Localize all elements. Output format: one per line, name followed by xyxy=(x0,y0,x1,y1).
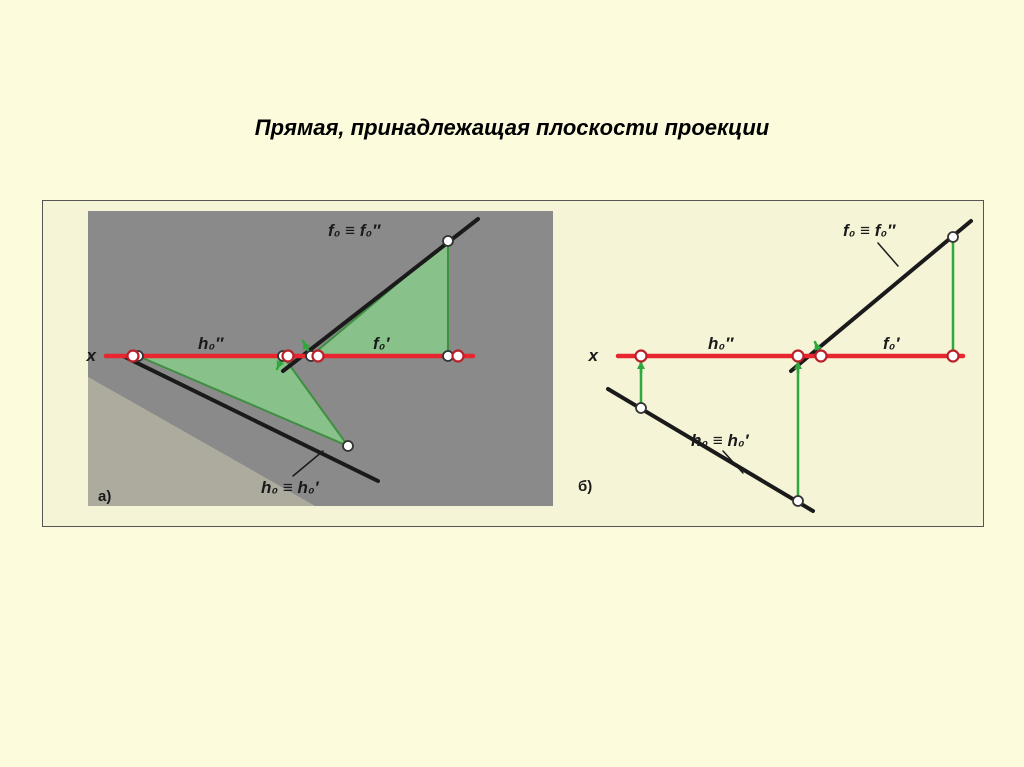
svg-text:x: x xyxy=(588,346,600,365)
svg-text:f₀′: f₀′ xyxy=(883,334,900,353)
svg-text:а): а) xyxy=(98,488,111,505)
svg-text:б): б) xyxy=(578,478,592,495)
diagram-svg: x а) f₀ ≡ f₀″ f₀′ h₀ ≡ h₀′ h₀″ x б) f₀ ≡ f₀″ f₀′ h… xyxy=(43,201,983,526)
diagram-frame: x а) f₀ ≡ f₀″ f₀′ h₀ ≡ h₀′ h₀″ x б) f₀ ≡ f₀″ f₀′ h… xyxy=(42,200,984,527)
page-title: Прямая, принадлежащая плоскости проекции xyxy=(0,115,1024,141)
svg-text:h₀ ≡ h₀′: h₀ ≡ h₀′ xyxy=(261,478,320,497)
svg-text:h₀ ≡ h₀′: h₀ ≡ h₀′ xyxy=(691,431,750,450)
page-root: Прямая, принадлежащая плоскости проекции… xyxy=(0,0,1024,767)
svg-text:f₀ ≡ f₀″: f₀ ≡ f₀″ xyxy=(843,221,896,240)
svg-text:f₀′: f₀′ xyxy=(373,334,390,353)
svg-text:h₀″: h₀″ xyxy=(708,334,734,353)
svg-text:x: x xyxy=(86,346,98,365)
svg-text:f₀ ≡ f₀″: f₀ ≡ f₀″ xyxy=(328,221,381,240)
svg-text:h₀″: h₀″ xyxy=(198,334,224,353)
